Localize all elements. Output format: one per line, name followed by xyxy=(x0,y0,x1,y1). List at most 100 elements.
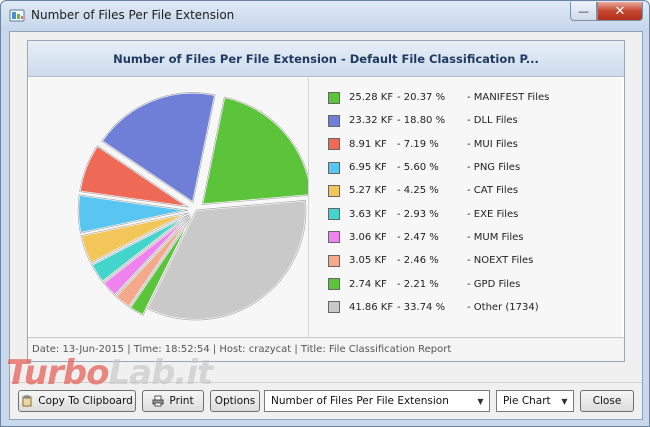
pie-slice-outline xyxy=(115,215,192,308)
pie-slice-outline xyxy=(146,199,307,321)
pie-slice xyxy=(77,193,189,235)
legend-swatch xyxy=(328,138,340,151)
legend-swatch xyxy=(328,254,340,267)
pie-slice xyxy=(145,199,307,321)
legend-value: 41.86 KF xyxy=(349,301,394,313)
app-icon xyxy=(9,9,25,22)
pie-slice xyxy=(100,91,217,205)
pie-slice xyxy=(128,216,193,317)
legend-swatch xyxy=(328,301,340,314)
print-button[interactable]: Print xyxy=(142,390,204,412)
legend-percent: - 18.80 % xyxy=(397,115,446,127)
pie-slice-outline xyxy=(102,215,191,297)
pie-slice xyxy=(79,211,189,265)
legend-label: - NOEXT Files xyxy=(467,255,534,267)
pie-slice-outline xyxy=(201,96,308,206)
legend-value: 3.06 KF xyxy=(349,231,387,243)
legend-item: 6.95 KF - 5.60 % - PNG Files xyxy=(328,156,620,179)
legend-label: - DLL Files xyxy=(467,115,518,127)
legend-percent: - 2.47 % xyxy=(397,231,439,243)
legend-swatch xyxy=(328,208,340,221)
legend-label: - EXE Files xyxy=(467,208,519,220)
chart-panel: Number of Files Per File Extension - Def… xyxy=(27,40,625,362)
legend-swatch xyxy=(328,278,340,291)
window-client-area: Number of Files Per File Extension - Def… xyxy=(9,31,643,420)
chart-status-bar: Date: 13-Jun-2015 | Time: 18:52:54 | Hos… xyxy=(28,337,624,361)
bottom-toolbar: Copy To Clipboard Print Options Number o… xyxy=(10,382,642,419)
legend-label: - GPD Files xyxy=(467,278,521,290)
chart-type-select[interactable]: Pie Chart ▼ xyxy=(496,390,574,412)
pie-slice-outline xyxy=(79,145,189,208)
chart-body: 25.28 KF - 20.37 % - MANIFEST Files 23.32 K… xyxy=(30,78,622,337)
legend-item: 3.63 KF - 2.93 % - EXE Files xyxy=(328,202,620,225)
legend-item: 5.27 KF - 4.25 % - CAT Files xyxy=(328,179,620,202)
minimize-button[interactable]: — xyxy=(570,2,597,21)
legend-percent: - 2.46 % xyxy=(397,255,439,267)
close-button[interactable]: Close xyxy=(580,390,634,412)
legend-item: 3.06 KF - 2.47 % - MUM Files xyxy=(328,226,620,249)
report-select-value: Number of Files Per File Extension xyxy=(271,395,449,407)
legend-value: 3.63 KF xyxy=(349,208,387,220)
legend-item: 41.86 KF - 33.74 % - Other (1734) xyxy=(328,296,620,319)
report-select[interactable]: Number of Files Per File Extension ▼ xyxy=(264,390,490,412)
chart-type-chevron-down-icon: ▼ xyxy=(561,396,568,406)
legend-swatch xyxy=(328,161,340,174)
legend-percent: - 33.74 % xyxy=(397,301,446,313)
chart-title: Number of Files Per File Extension - Def… xyxy=(113,51,539,66)
legend-swatch xyxy=(328,231,340,244)
legend-item: 2.74 KF - 2.21 % - GPD Files xyxy=(328,272,620,295)
legend-item: 8.91 KF - 7.19 % - MUI Files xyxy=(328,133,620,156)
close-button-label: Close xyxy=(592,395,622,407)
legend-value: 5.27 KF xyxy=(349,185,387,197)
pie-slice xyxy=(101,214,191,297)
legend-label: - CAT Files xyxy=(467,185,519,197)
pie-slice xyxy=(114,215,192,309)
legend-item: 25.28 KF - 20.37 % - MANIFEST Files xyxy=(328,86,620,109)
legend-value: 3.05 KF xyxy=(349,255,387,267)
legend-percent: - 2.21 % xyxy=(397,278,439,290)
close-icon: ✕ xyxy=(614,3,626,19)
legend-value: 23.32 KF xyxy=(349,115,394,127)
print-button-label: Print xyxy=(169,395,194,407)
window-title: Number of Files Per File Extension xyxy=(31,8,235,22)
title-bar[interactable]: Number of Files Per File Extension — ✕ xyxy=(1,1,649,31)
pie-slice-outline xyxy=(77,194,189,234)
close-window-button[interactable]: ✕ xyxy=(597,2,643,21)
legend-label: - Other (1734) xyxy=(467,301,539,313)
legend-swatch xyxy=(328,114,340,127)
pie-slice-outline xyxy=(91,214,190,283)
legend-label: - MUI Files xyxy=(467,138,518,150)
legend-label: - MANIFEST Files xyxy=(467,92,550,104)
legend-percent: - 2.93 % xyxy=(397,208,439,220)
legend-percent: - 5.60 % xyxy=(397,162,439,174)
pie-slice xyxy=(90,213,190,284)
minimize-icon: — xyxy=(578,4,589,18)
legend-value: 25.28 KF xyxy=(349,92,394,104)
options-button[interactable]: Options xyxy=(210,390,260,412)
chart-status-text: Date: 13-Jun-2015 | Time: 18:52:54 | Hos… xyxy=(32,344,452,355)
clipboard-icon xyxy=(22,395,32,407)
pie-slice xyxy=(200,95,308,206)
legend-value: 6.95 KF xyxy=(349,162,387,174)
copy-to-clipboard-button[interactable]: Copy To Clipboard xyxy=(18,390,136,412)
legend-value: 8.91 KF xyxy=(349,138,387,150)
chart-legend: 25.28 KF - 20.37 % - MANIFEST Files 23.32 K… xyxy=(328,86,620,319)
pie-slice xyxy=(78,144,190,209)
report-select-chevron-down-icon: ▼ xyxy=(477,396,484,406)
pie-slice-outline xyxy=(80,212,189,264)
legend-swatch xyxy=(328,91,340,104)
pie-chart xyxy=(77,91,308,321)
pie-slice-outline xyxy=(129,216,193,316)
legend-percent: - 7.19 % xyxy=(397,138,439,150)
chart-header: Number of Files Per File Extension - Def… xyxy=(28,41,624,77)
legend-percent: - 20.37 % xyxy=(397,92,446,104)
legend-item: 23.32 KF - 18.80 % - DLL Files xyxy=(328,109,620,132)
chart-type-select-value: Pie Chart xyxy=(503,395,551,407)
legend-label: - MUM Files xyxy=(467,231,524,243)
pie-slice-outline xyxy=(101,92,216,204)
options-button-label: Options xyxy=(214,395,256,407)
legend-label: - PNG Files xyxy=(467,162,521,174)
legend-value: 2.74 KF xyxy=(349,278,387,290)
legend-percent: - 4.25 % xyxy=(397,185,439,197)
